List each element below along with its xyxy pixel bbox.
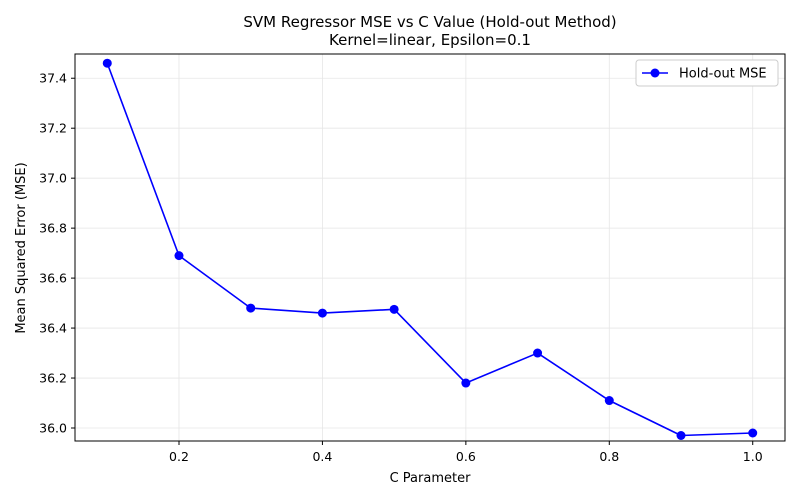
y-tick-label: 37.2 <box>39 121 67 136</box>
axes <box>74 53 786 442</box>
x-tick-label: 0.2 <box>169 449 189 464</box>
x-axis-label: C Parameter <box>390 471 471 486</box>
data-point <box>461 378 471 388</box>
chart-subtitle: Kernel=linear, Epsilon=0.1 <box>329 31 531 49</box>
y-axis-label: Mean Squared Error (MSE) <box>14 162 29 333</box>
data-point <box>102 58 112 68</box>
x-tick-label: 0.8 <box>599 449 619 464</box>
series-markers <box>102 58 758 441</box>
legend-box <box>635 59 779 87</box>
legend-marker-swatch <box>650 68 660 78</box>
data-point <box>748 428 758 438</box>
plot-frame <box>74 53 786 442</box>
data-point <box>389 304 399 314</box>
grid-lines <box>75 54 785 441</box>
series-line-hold-out-mse <box>106 62 753 437</box>
y-tick-label: 36.0 <box>39 421 67 436</box>
data-point <box>317 308 327 318</box>
legend-label-hold-out-mse: Hold-out MSE <box>679 67 767 82</box>
data-point <box>533 348 543 358</box>
data-point <box>174 251 184 261</box>
y-tick-label: 36.4 <box>39 321 67 336</box>
y-tick-label: 36.8 <box>39 221 67 236</box>
legend: Hold-out MSE <box>635 59 779 87</box>
y-tick-label: 36.6 <box>39 271 67 286</box>
data-point <box>246 303 256 313</box>
y-tick-label: 37.0 <box>39 171 67 186</box>
x-tick-label: 0.6 <box>456 449 476 464</box>
y-tick-label: 37.4 <box>39 71 67 86</box>
y-tick-label: 36.2 <box>39 371 67 386</box>
axis-ticks: 0.2 0.4 0.6 0.8 1.0 36.0 36.2 36.4 36.6 36.8 37.0 3… <box>39 71 763 464</box>
chart-title: SVM Regressor MSE vs C Value (Hold-out M… <box>243 13 616 31</box>
series-lines <box>106 62 753 437</box>
data-point <box>676 431 686 441</box>
x-tick-label: 1.0 <box>743 449 763 464</box>
data-point <box>604 396 614 406</box>
x-tick-label: 0.4 <box>312 449 332 464</box>
